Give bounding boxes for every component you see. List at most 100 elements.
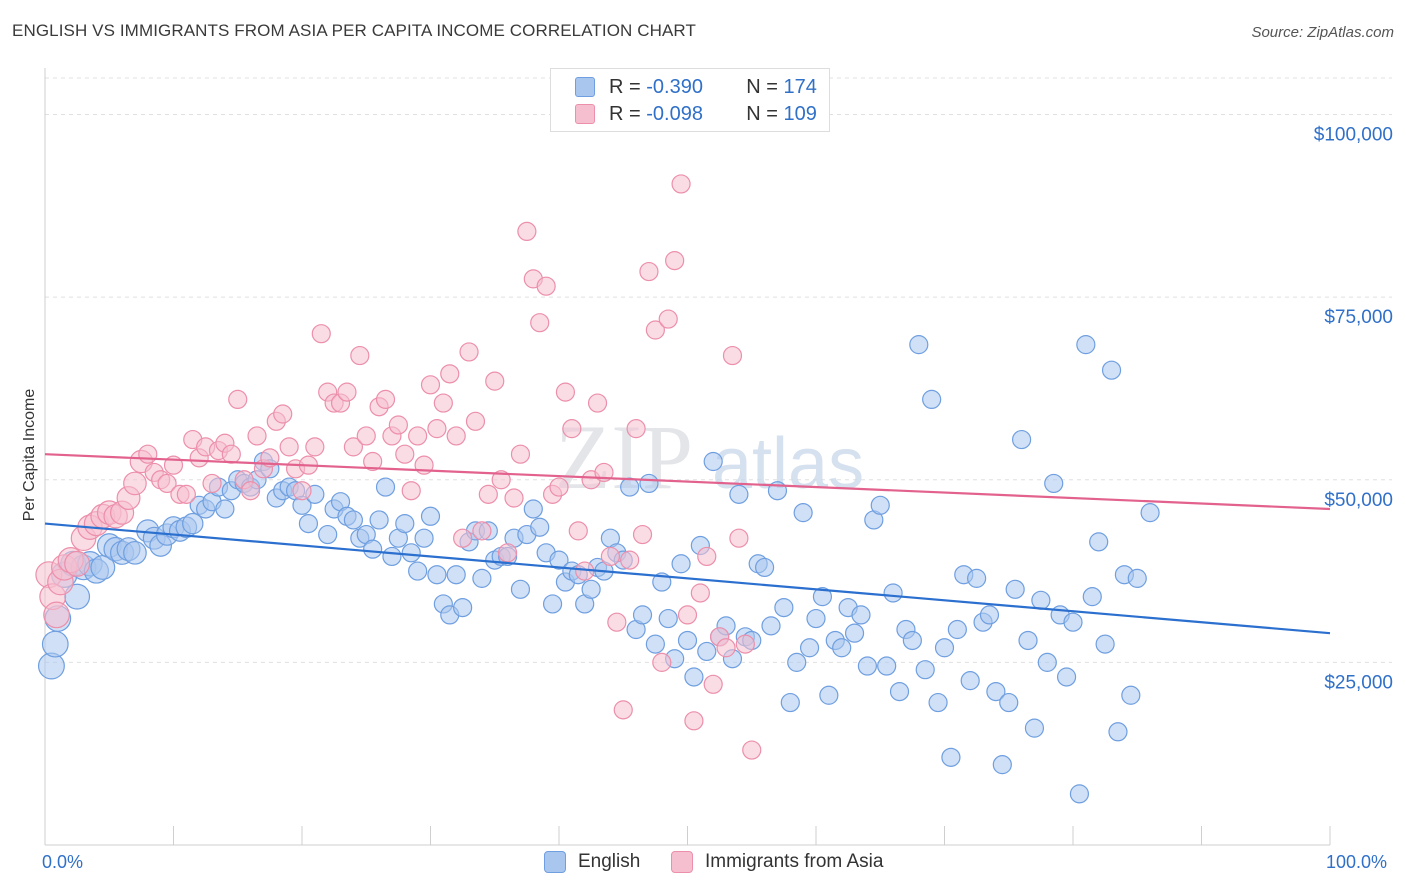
english-point bbox=[1005, 579, 1025, 599]
asia-point bbox=[202, 473, 222, 494]
asia-point bbox=[652, 652, 672, 672]
legend-item-english[interactable]: English bbox=[544, 851, 640, 873]
asia-point bbox=[684, 711, 704, 731]
english-point bbox=[928, 692, 948, 713]
asia-point bbox=[311, 324, 331, 344]
y-tick-label: $25,000 bbox=[1324, 672, 1393, 693]
english-point bbox=[298, 513, 319, 534]
legend-item-asia[interactable]: Immigrants from Asia bbox=[671, 851, 883, 873]
asia-point bbox=[703, 674, 723, 694]
asia-swatch bbox=[671, 851, 693, 873]
legend-label: English bbox=[578, 851, 641, 872]
asia-point bbox=[433, 393, 453, 413]
english-point bbox=[889, 681, 910, 702]
english-point bbox=[420, 506, 441, 526]
asia-point bbox=[292, 481, 312, 501]
grid-lines bbox=[45, 77, 1392, 663]
english-point bbox=[658, 608, 678, 629]
asia-point bbox=[645, 320, 665, 340]
english-point bbox=[369, 510, 389, 530]
asia-point bbox=[453, 528, 473, 548]
english-point bbox=[832, 638, 852, 658]
asia-point bbox=[478, 484, 498, 504]
english-point bbox=[408, 561, 428, 581]
asia-point bbox=[549, 477, 569, 497]
r-label: R = bbox=[609, 75, 647, 98]
english-point bbox=[986, 681, 1006, 702]
chart-title: ENGLISH VS IMMIGRANTS FROM ASIA PER CAPI… bbox=[12, 21, 696, 40]
english-point bbox=[1140, 503, 1160, 523]
english-point bbox=[851, 605, 871, 625]
english-point bbox=[1127, 568, 1147, 588]
english-point bbox=[1024, 718, 1045, 738]
english-point bbox=[414, 528, 434, 548]
x-tick-label-max: 100.0% bbox=[1326, 852, 1388, 872]
english-point bbox=[1063, 612, 1083, 632]
asia-point bbox=[247, 426, 267, 446]
asia-point bbox=[530, 313, 550, 333]
asia-point bbox=[363, 451, 383, 472]
asia-point bbox=[279, 437, 299, 457]
english-point bbox=[1095, 634, 1115, 654]
asia-point bbox=[472, 521, 492, 541]
english-point bbox=[1011, 429, 1032, 450]
english-trend-line bbox=[44, 522, 1331, 635]
english-point bbox=[1037, 652, 1057, 672]
english-point bbox=[639, 473, 659, 494]
english-point bbox=[645, 634, 665, 654]
english-point bbox=[1076, 335, 1096, 355]
asia-point bbox=[228, 389, 248, 410]
asia-point bbox=[64, 550, 91, 577]
english-point bbox=[870, 495, 890, 515]
english-point bbox=[780, 692, 800, 713]
asia-point bbox=[273, 404, 293, 424]
english-point bbox=[934, 638, 955, 658]
axes bbox=[44, 68, 1331, 846]
english-point bbox=[819, 685, 839, 705]
asia-point bbox=[427, 419, 447, 439]
english-point bbox=[967, 568, 987, 588]
english-point bbox=[395, 513, 415, 534]
r-label: R = bbox=[609, 102, 647, 125]
asia-point bbox=[504, 488, 524, 508]
english-point bbox=[401, 543, 421, 563]
english-point bbox=[902, 630, 922, 651]
asia-point bbox=[671, 174, 691, 194]
english-point bbox=[472, 568, 492, 588]
english-point bbox=[123, 540, 147, 565]
n-label: N = bbox=[746, 102, 784, 125]
english-point bbox=[754, 557, 775, 578]
english-point bbox=[363, 539, 383, 559]
english-swatch bbox=[544, 851, 566, 873]
asia-point bbox=[510, 444, 531, 464]
series-legend: English Immigrants from Asia bbox=[0, 851, 1406, 879]
asia-point bbox=[440, 364, 460, 384]
asia-point bbox=[420, 375, 441, 395]
english-point bbox=[1069, 784, 1090, 804]
asia-point bbox=[260, 448, 280, 468]
correlation-legend: R = -0.390 N = 174 R = -0.098 N = 109 bbox=[550, 68, 830, 132]
english-point bbox=[1101, 360, 1122, 380]
asia-point bbox=[395, 444, 415, 464]
english-point bbox=[793, 503, 813, 523]
asia-point bbox=[568, 521, 588, 541]
y-tick-label: $75,000 bbox=[1324, 307, 1393, 328]
english-point bbox=[992, 755, 1012, 775]
asia-point bbox=[517, 221, 537, 241]
asia-point bbox=[408, 426, 428, 446]
english-point bbox=[510, 579, 531, 599]
asia-point bbox=[485, 371, 505, 391]
english-point bbox=[382, 546, 402, 567]
english-point bbox=[1121, 685, 1141, 705]
asia-point bbox=[613, 700, 633, 720]
english-point bbox=[1056, 667, 1077, 687]
asia-point bbox=[459, 342, 479, 362]
asia-point bbox=[620, 550, 640, 570]
english-point bbox=[774, 597, 794, 618]
asia-point bbox=[690, 583, 710, 603]
asia-point bbox=[562, 419, 582, 439]
asia-point bbox=[587, 393, 608, 413]
english-point bbox=[523, 499, 543, 519]
english-point bbox=[375, 477, 396, 497]
